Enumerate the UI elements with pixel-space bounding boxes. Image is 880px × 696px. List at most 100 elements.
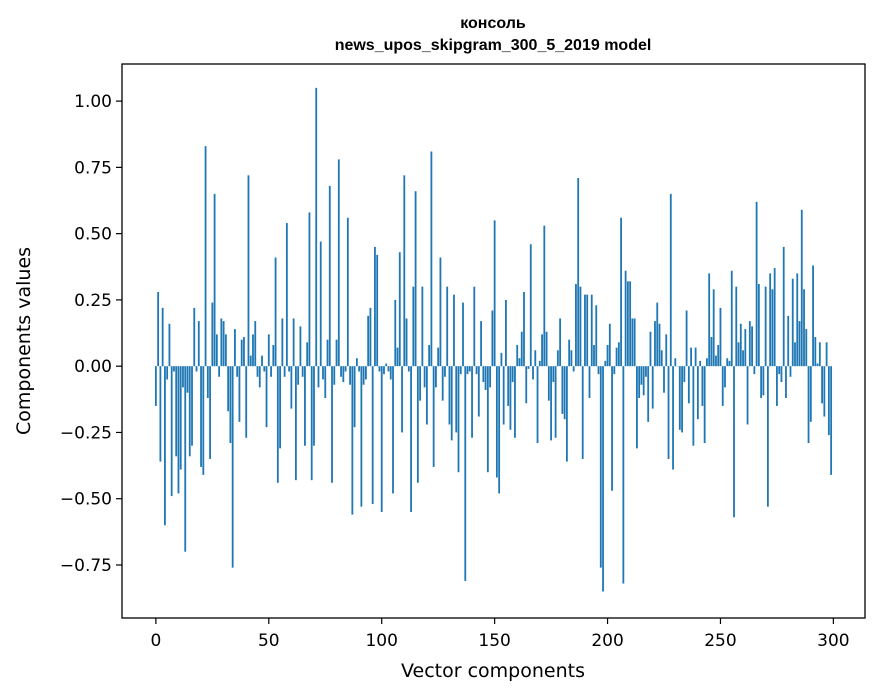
bar — [509, 366, 512, 430]
bar — [283, 366, 286, 377]
bar — [389, 366, 392, 380]
bar — [782, 246, 785, 367]
bar — [342, 366, 345, 383]
bar — [164, 366, 166, 526]
bar — [410, 366, 412, 512]
x-tick-label: 250 — [704, 631, 736, 651]
bar — [184, 366, 187, 552]
y-tick-label: −0.50 — [60, 490, 112, 510]
bar — [681, 366, 683, 433]
bar — [161, 307, 164, 367]
bar — [398, 252, 401, 367]
bar — [313, 366, 315, 446]
bar — [543, 225, 546, 367]
bar — [308, 212, 311, 367]
bar — [559, 318, 562, 367]
bar — [319, 241, 322, 367]
bar — [753, 366, 756, 375]
bar — [455, 366, 458, 433]
bar — [396, 347, 399, 367]
bar — [800, 209, 803, 367]
bar — [328, 185, 331, 367]
bar — [748, 321, 751, 367]
bar — [405, 318, 408, 367]
bar — [733, 366, 735, 518]
bar — [267, 334, 270, 367]
bar — [511, 366, 514, 383]
bar — [252, 334, 254, 367]
y-axis: 1.00 0.75 0.50 0.25 0.00 −0.25 −0.50 −0.75 — [60, 92, 122, 576]
y-tick-label: −0.75 — [60, 556, 112, 576]
bar — [448, 366, 451, 425]
bar — [304, 366, 306, 446]
bar — [412, 286, 415, 367]
bar — [629, 281, 632, 367]
x-tick-label: 100 — [365, 631, 397, 651]
bar — [231, 366, 234, 568]
bar — [640, 366, 643, 385]
bar — [256, 366, 259, 377]
bar — [647, 366, 650, 422]
bar — [742, 350, 744, 367]
bar — [425, 366, 428, 425]
bar — [493, 220, 496, 367]
y-tick-label: 0.25 — [74, 291, 112, 311]
bar — [830, 366, 833, 475]
x-tick-label: 0 — [150, 631, 161, 651]
bar — [593, 344, 595, 367]
bar — [712, 289, 715, 367]
bar — [468, 366, 471, 372]
bar — [462, 302, 464, 367]
bar — [556, 350, 559, 367]
bar — [263, 366, 266, 372]
bar — [416, 366, 419, 483]
bar — [746, 366, 749, 425]
bar — [324, 366, 327, 398]
bar — [315, 87, 318, 367]
bar — [550, 366, 552, 441]
bar — [755, 201, 758, 367]
bar — [240, 339, 243, 367]
bar — [159, 366, 162, 462]
bar — [687, 366, 690, 404]
bar — [606, 344, 609, 367]
chart-title-line-2: news_upos_skipgram_300_5_2019 model — [335, 37, 652, 54]
bar — [789, 366, 792, 377]
bar-series — [154, 87, 833, 592]
bar — [394, 299, 397, 367]
bar — [444, 366, 446, 377]
bar — [204, 146, 207, 367]
bar — [419, 366, 422, 401]
chart-title-line-1: консоль — [460, 15, 526, 32]
x-tick-label: 150 — [478, 631, 510, 651]
bar — [721, 366, 724, 406]
bar — [459, 366, 462, 375]
bar — [780, 366, 783, 383]
bar — [694, 347, 697, 367]
bar — [706, 358, 708, 367]
bar — [294, 366, 297, 481]
bar — [333, 366, 336, 385]
bar — [245, 366, 248, 438]
bar — [823, 366, 826, 417]
bar — [222, 321, 225, 367]
bar — [193, 307, 196, 367]
bar — [728, 360, 731, 367]
bar — [457, 366, 460, 473]
bar — [331, 366, 333, 483]
bar — [326, 339, 329, 367]
bar — [505, 299, 507, 367]
bar — [730, 270, 733, 367]
bar — [814, 337, 817, 367]
bar — [507, 366, 510, 406]
bar — [663, 366, 665, 393]
bar — [568, 339, 571, 367]
bar — [473, 286, 476, 367]
bar — [466, 366, 469, 375]
bar — [229, 366, 232, 444]
bar — [735, 286, 738, 367]
bar — [827, 366, 830, 436]
bar — [502, 366, 505, 425]
bar — [202, 366, 205, 475]
